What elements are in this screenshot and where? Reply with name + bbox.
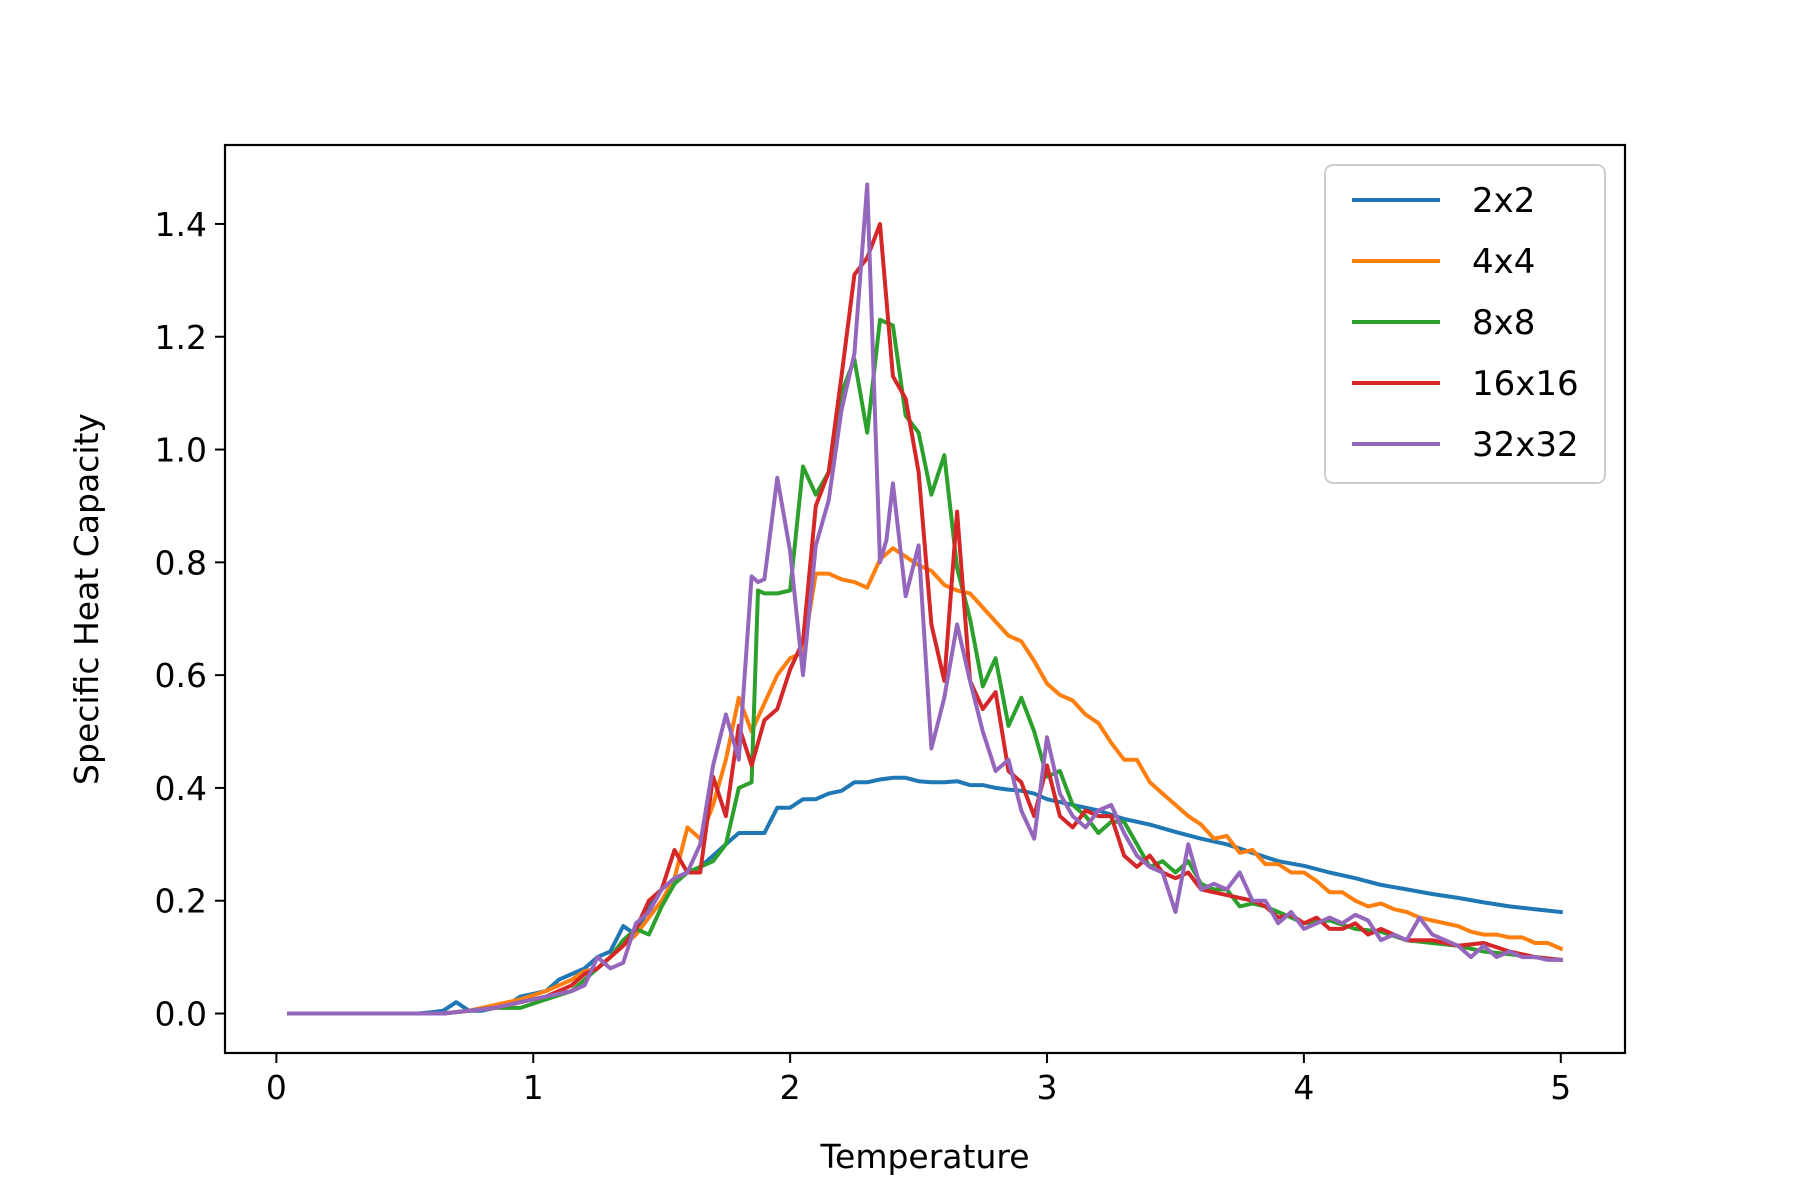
plot-area-frame — [223, 143, 1627, 1055]
legend-label: 16x16 — [1472, 364, 1579, 404]
x-tick-label: 5 — [1550, 1068, 1571, 1107]
y-tick-label: 1.2 — [155, 318, 207, 357]
legend-box — [1324, 164, 1606, 484]
x-tick-label: 0 — [266, 1068, 287, 1107]
x-tick-label: 3 — [1037, 1068, 1058, 1107]
y-tick-label: 0.2 — [155, 882, 207, 921]
x-tick-label: 2 — [780, 1068, 801, 1107]
series-lines — [287, 182, 1564, 1016]
y-tick-label: 1.4 — [155, 205, 207, 244]
y-tick-label: 0.0 — [155, 995, 207, 1034]
y-tick-label: 0.8 — [155, 543, 207, 582]
y-axis-label: Specific Heat Capacity — [67, 413, 106, 785]
legend-label: 32x32 — [1472, 425, 1579, 465]
x-tick-label: 4 — [1293, 1068, 1314, 1107]
y-tick-label: 0.6 — [155, 656, 207, 695]
x-tick-label: 1 — [523, 1068, 544, 1107]
y-tick-label: 1.0 — [155, 431, 207, 470]
series-line-4x4 — [287, 546, 1564, 1016]
x-axis-label: Temperature — [819, 1137, 1029, 1176]
legend: 2x2 4x4 8x8 16x16 32x32 — [1324, 164, 1606, 484]
x-axis-ticks: 0 1 2 3 4 5 — [266, 1053, 1571, 1107]
legend-label: 2x2 — [1472, 181, 1535, 221]
y-tick-label: 0.4 — [155, 769, 207, 808]
legend-label: 8x8 — [1472, 303, 1535, 343]
y-axis-ticks: 0.0 0.2 0.4 0.6 0.8 1.0 1.2 1.4 — [155, 205, 225, 1034]
series-line-32x32 — [287, 182, 1563, 1016]
legend-label: 4x4 — [1472, 242, 1535, 282]
